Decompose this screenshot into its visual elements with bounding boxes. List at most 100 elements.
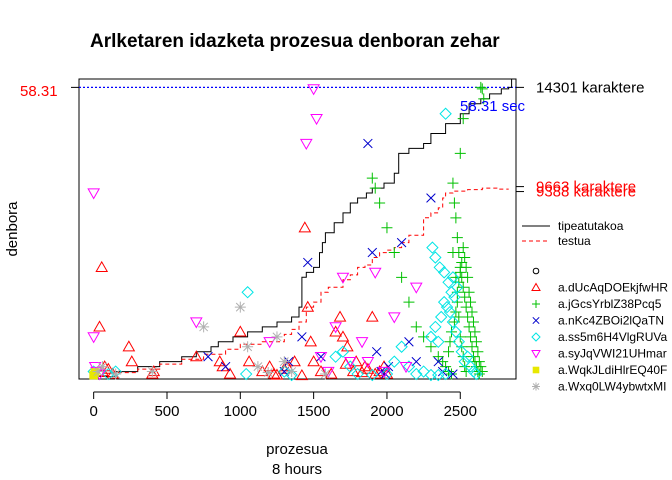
- data-point: [432, 351, 444, 363]
- series-triangle-down: [87, 84, 423, 381]
- data-point: [316, 351, 326, 362]
- legend-symbol: [532, 267, 540, 275]
- data-point: [396, 271, 408, 283]
- data-point: [374, 197, 386, 209]
- data-point: [475, 81, 487, 93]
- data-point: [367, 247, 378, 258]
- data-point: [122, 340, 136, 352]
- data-point: [252, 361, 264, 373]
- data-point: [395, 340, 408, 353]
- data-point: [297, 332, 307, 342]
- data-point: [377, 366, 391, 379]
- data-point: [457, 113, 469, 125]
- data-point: [304, 335, 318, 347]
- right-label: 9663 karaktere: [536, 179, 636, 196]
- chart-title: Arlketaren idazketa prozesua denboran ze…: [90, 31, 500, 52]
- data-point: [455, 345, 468, 358]
- data-point: [457, 351, 469, 363]
- data-point: [459, 252, 471, 264]
- data-point: [467, 316, 479, 328]
- data-point: [329, 322, 342, 334]
- data-point: [470, 367, 483, 381]
- data-point: [433, 356, 444, 367]
- data-point: [466, 341, 478, 353]
- legend-label: a.dUcAqDOEkjfwHR: [558, 281, 668, 295]
- data-point: [462, 271, 474, 283]
- data-point: [319, 368, 331, 380]
- data-point: [450, 212, 462, 224]
- data-point: [189, 317, 203, 329]
- legend-symbol: [531, 282, 541, 291]
- data-point: [314, 352, 328, 364]
- data-point: [454, 266, 466, 278]
- data-point: [333, 310, 347, 322]
- data-point: [95, 260, 109, 273]
- x-tick-label: 1500: [297, 403, 330, 420]
- data-point: [440, 300, 454, 314]
- data-point: [445, 326, 457, 338]
- data-point: [355, 366, 369, 378]
- data-point: [476, 83, 488, 95]
- data-point: [189, 350, 203, 362]
- data-point: [278, 356, 290, 368]
- data-point: [473, 356, 485, 368]
- data-point: [442, 276, 455, 289]
- data-point: [443, 305, 457, 319]
- legend-label: a.jGcsYrblZ38Pcq5: [558, 297, 662, 311]
- data-point: [363, 138, 373, 149]
- legend-symbol: [532, 382, 540, 391]
- data-point: [451, 281, 464, 294]
- data-point: [453, 276, 465, 288]
- data-point: [307, 355, 320, 367]
- data-point: [278, 365, 291, 378]
- data-point: [239, 367, 253, 381]
- data-point: [404, 337, 414, 347]
- data-point: [446, 315, 460, 329]
- x-tick-label: 2000: [370, 403, 403, 420]
- data-point: [242, 355, 256, 367]
- data-point: [457, 242, 469, 254]
- data-point: [87, 188, 101, 200]
- data-point: [303, 257, 313, 268]
- data-point: [110, 368, 122, 380]
- data-point: [452, 335, 466, 349]
- legend-symbol: [532, 366, 540, 374]
- data-point: [366, 172, 378, 184]
- data-point: [336, 330, 350, 342]
- data-point: [92, 366, 104, 378]
- data-point: [465, 296, 477, 308]
- data-point: [424, 368, 438, 382]
- data-point: [425, 341, 437, 353]
- data-point: [437, 295, 451, 309]
- data-point: [329, 350, 342, 363]
- data-point: [344, 360, 357, 373]
- data-point: [381, 222, 393, 234]
- data-point: [198, 321, 210, 333]
- plot-area: [78, 78, 517, 380]
- data-point: [464, 360, 477, 373]
- series-cross: [203, 138, 458, 379]
- data-point: [429, 251, 442, 264]
- data-point: [453, 311, 465, 323]
- data-point: [426, 241, 439, 254]
- legend-label: a.Wxq0LW4ybwtxMI: [558, 380, 666, 394]
- legend-label: a.syJqVWI21UHmar: [558, 347, 667, 361]
- data-point: [96, 361, 108, 373]
- data-point: [146, 366, 158, 378]
- data-point: [448, 369, 458, 379]
- data-point: [102, 367, 115, 381]
- data-point: [473, 368, 485, 380]
- data-point: [410, 367, 423, 381]
- data-point: [450, 271, 462, 283]
- data-point: [263, 337, 276, 349]
- data-point: [456, 256, 468, 268]
- data-point: [449, 325, 463, 339]
- data-point: [307, 84, 320, 96]
- data-point: [399, 361, 413, 374]
- data-point: [435, 310, 448, 324]
- data-point: [466, 306, 478, 318]
- series-triangle: [93, 221, 394, 381]
- legend-label: a.nKc4ZBOi2lQaTN: [558, 314, 664, 328]
- data-point: [418, 331, 430, 343]
